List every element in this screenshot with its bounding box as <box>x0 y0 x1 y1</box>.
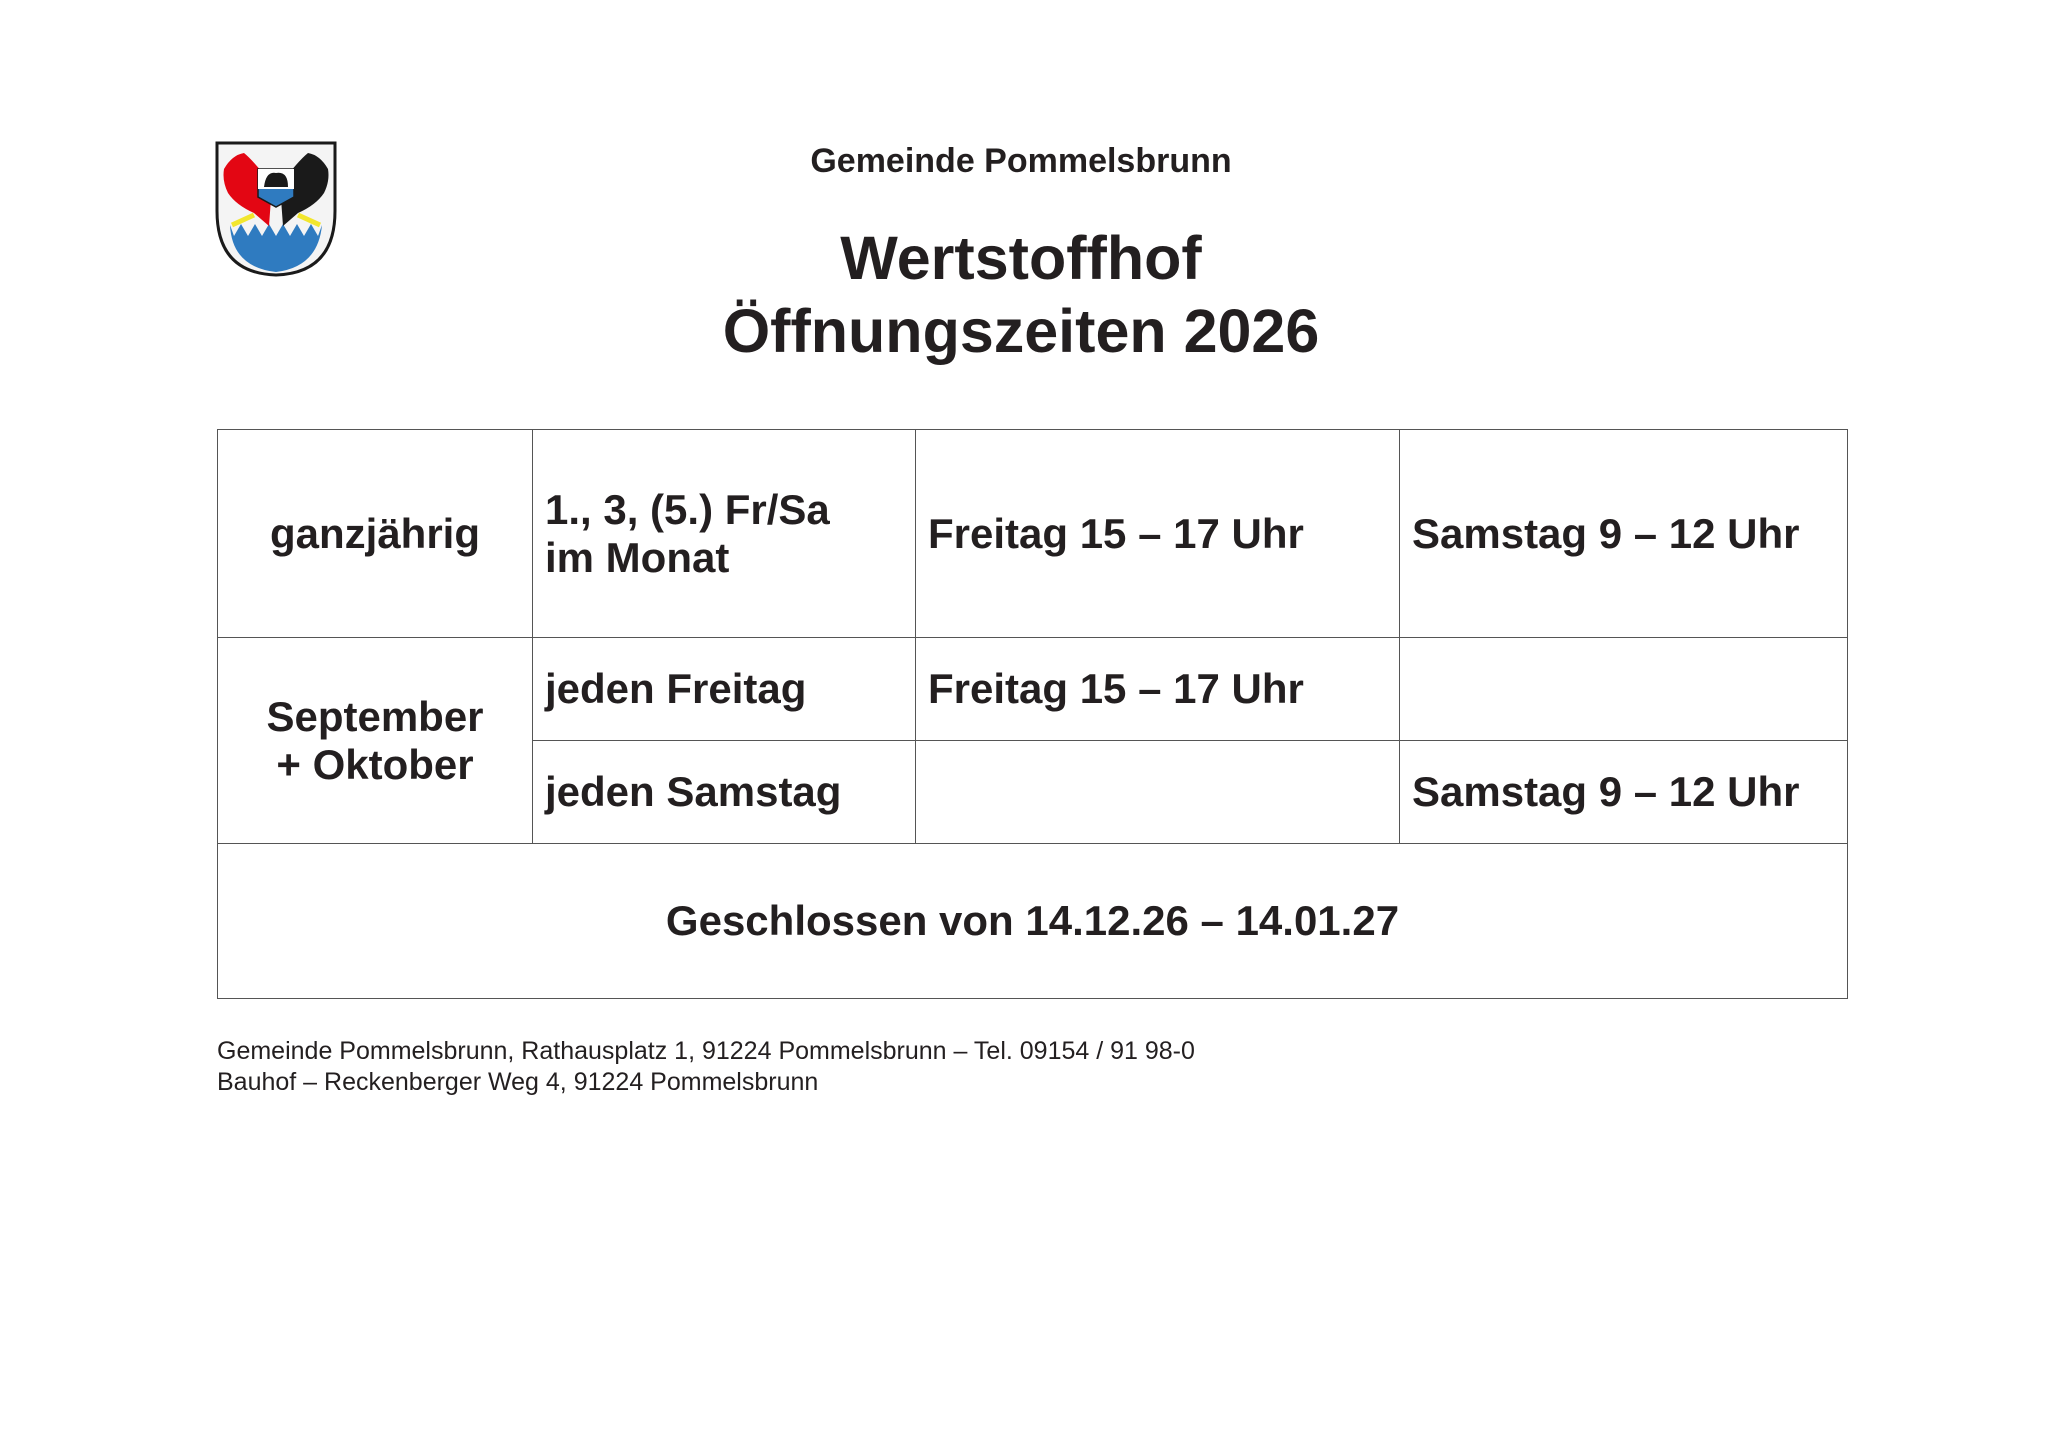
rule-line: im Monat <box>545 533 730 581</box>
period-line: September <box>266 692 484 740</box>
table-row: Geschlossen von 14.12.26 – 14.01.27 <box>217 843 1848 999</box>
friday-cell <box>915 740 1400 844</box>
saturday-cell: Samstag 9 – 12 Uhr <box>1399 429 1848 638</box>
friday-cell: Freitag 15 – 17 Uhr <box>915 637 1400 741</box>
table-row: ganzjährig 1., 3, (5.) Fr/Sa im Monat Fre… <box>217 429 1848 638</box>
friday-cell: Freitag 15 – 17 Uhr <box>915 429 1400 638</box>
closed-notice: Geschlossen von 14.12.26 – 14.01.27 <box>217 843 1848 999</box>
saturday-cell: Samstag 9 – 12 Uhr <box>1399 740 1848 844</box>
title-line-1: Wertstoffhof <box>840 224 1202 292</box>
coat-of-arms-logo <box>215 141 337 277</box>
saturday-cell <box>1399 637 1848 741</box>
rule-cell: jeden Samstag <box>532 740 916 844</box>
footer: Gemeinde Pommelsbrunn, Rathausplatz 1, 9… <box>217 1036 1195 1098</box>
opening-hours-table: ganzjährig 1., 3, (5.) Fr/Sa im Monat Fre… <box>217 429 1848 999</box>
period-cell: September + Oktober <box>217 637 533 844</box>
rule-line: 1., 3, (5.) Fr/Sa <box>545 485 830 533</box>
rule-cell: 1., 3, (5.) Fr/Sa im Monat <box>532 429 916 638</box>
period-line: + Oktober <box>276 740 474 788</box>
rule-cell: jeden Freitag <box>532 637 916 741</box>
period-cell: ganzjährig <box>217 429 533 638</box>
footer-bauhof: Bauhof – Reckenberger Weg 4, 91224 Pomme… <box>217 1068 819 1096</box>
title-line-2: Öffnungszeiten 2026 <box>722 297 1320 365</box>
footer-address: Gemeinde Pommelsbrunn, Rathausplatz 1, 9… <box>217 1037 1195 1065</box>
table-row: jeden Samstag Samstag 9 – 12 Uhr <box>218 740 1848 844</box>
page-title: Wertstoffhof Öffnungszeiten 2026 <box>723 222 1320 368</box>
table-row: September + Oktober jeden Freitag Freitag… <box>217 637 1848 844</box>
